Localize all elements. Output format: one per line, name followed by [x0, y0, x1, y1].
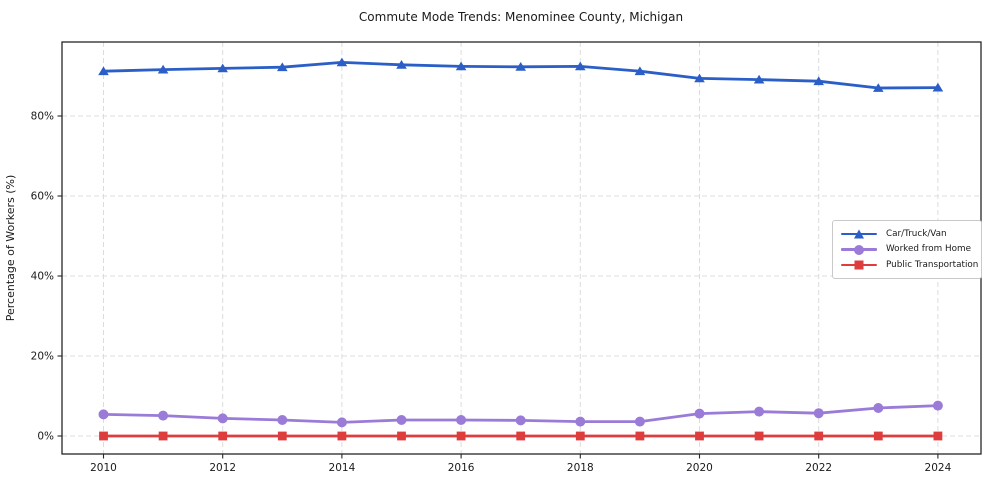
triangle-marker: [277, 62, 288, 72]
triangle-marker: [634, 66, 646, 76]
square-marker: [754, 431, 764, 441]
square-marker: [397, 431, 406, 441]
circle-marker: [813, 408, 824, 419]
series-public-transportation: [99, 431, 943, 441]
triangle-marker: [813, 76, 824, 86]
y-tick-label: 80%: [31, 111, 54, 123]
y-axis-label: Percentage of Workers (%): [4, 175, 17, 322]
circle-marker: [515, 415, 526, 426]
square-marker: [873, 431, 883, 441]
circle-marker: [634, 416, 645, 427]
square-marker: [218, 431, 228, 441]
triangle-marker: [217, 63, 228, 73]
x-tick-label: 2010: [90, 462, 117, 474]
triangle-marker: [515, 62, 526, 71]
legend-item-public-transportation: Public Transportation: [841, 258, 978, 272]
circle-marker: [98, 409, 109, 420]
axis-ticks: 2010 2012 2014 2016 2018 2020 2022 2024 0% 20% 40%…: [31, 111, 952, 474]
legend-circle-icon: [854, 244, 864, 255]
legend-label: Worked from Home: [886, 244, 972, 255]
circle-marker: [754, 406, 765, 417]
square-marker: [99, 431, 108, 441]
square-marker: [277, 431, 287, 441]
legend-item-worked-from-home: Worked from Home: [841, 243, 973, 257]
data-series: [98, 57, 944, 441]
legend: Car/Truck/Van Worked from Home Public Tran…: [832, 220, 982, 279]
square-marker: [814, 431, 824, 441]
triangle-marker: [98, 66, 109, 76]
square-marker: [933, 431, 943, 441]
square-marker: [158, 431, 168, 441]
circle-marker: [277, 415, 288, 425]
y-tick-label: 40%: [31, 271, 54, 283]
x-tick-label: 2022: [805, 462, 832, 474]
legend-item-car-truck-van: Car/Truck/Van: [841, 227, 973, 241]
x-tick-label: 2012: [209, 462, 236, 474]
x-tick-label: 2018: [567, 462, 594, 474]
series-worked-from-home: [98, 400, 943, 428]
triangle-marker: [455, 61, 467, 71]
series-car-truck-van: [98, 57, 944, 92]
triangle-marker: [694, 73, 705, 83]
x-tick-label: 2016: [448, 462, 475, 474]
x-tick-label: 2024: [925, 462, 952, 474]
square-marker: [575, 431, 585, 441]
y-tick-label: 60%: [31, 191, 54, 203]
x-tick-label: 2020: [686, 462, 713, 474]
legend-label: Car/Truck/Van: [886, 228, 947, 239]
square-marker: [456, 431, 466, 441]
chart-title: Commute Mode Trends: Menominee County, M…: [359, 10, 683, 24]
circle-marker: [456, 415, 467, 425]
legend-label: Public Transportation: [886, 259, 979, 270]
triangle-marker: [336, 57, 348, 67]
circle-marker: [336, 417, 347, 428]
circle-marker: [873, 403, 884, 413]
circle-marker: [575, 416, 586, 427]
legend-square-icon: [854, 260, 864, 270]
triangle-marker: [157, 64, 169, 74]
x-tick-label: 2014: [329, 462, 356, 474]
circle-marker: [217, 413, 228, 424]
legend-swatch: [841, 244, 877, 256]
circle-marker: [158, 410, 169, 421]
triangle-marker: [932, 82, 944, 92]
legend-swatch: [841, 228, 877, 240]
triangle-marker: [873, 83, 884, 92]
legend-triangle-icon: [854, 229, 864, 239]
triangle-marker: [396, 60, 407, 69]
circle-marker: [694, 408, 705, 419]
circle-marker: [932, 400, 943, 411]
square-marker: [516, 431, 526, 441]
triangle-marker: [575, 61, 586, 71]
square-marker: [337, 431, 347, 441]
y-tick-label: 20%: [31, 351, 54, 363]
legend-swatch: [841, 259, 877, 271]
square-marker: [635, 431, 645, 441]
square-marker: [695, 431, 704, 441]
circle-marker: [396, 415, 407, 425]
y-tick-label: 0%: [37, 431, 54, 443]
triangle-marker: [753, 74, 765, 84]
